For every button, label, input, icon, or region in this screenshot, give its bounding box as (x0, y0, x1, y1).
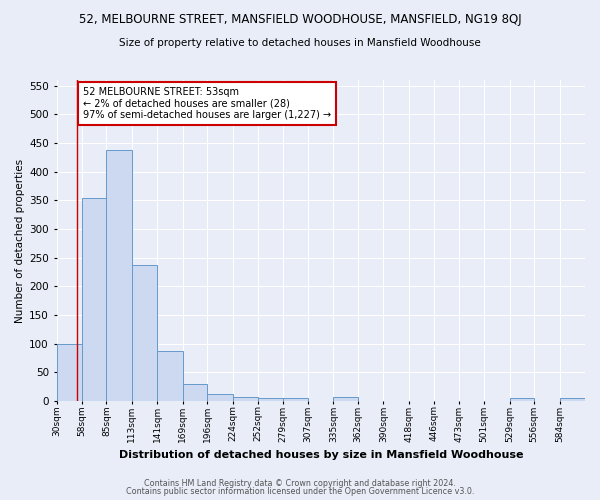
Text: 52, MELBOURNE STREET, MANSFIELD WOODHOUSE, MANSFIELD, NG19 8QJ: 52, MELBOURNE STREET, MANSFIELD WOODHOUS… (79, 12, 521, 26)
Y-axis label: Number of detached properties: Number of detached properties (15, 158, 25, 322)
Bar (283, 398, 308, 401)
Bar (106, 150, 132, 401)
Bar (183, 384, 207, 401)
Bar (157, 351, 183, 401)
Bar (258, 398, 283, 401)
Bar (207, 394, 233, 401)
X-axis label: Distribution of detached houses by size in Mansfield Woodhouse: Distribution of detached houses by size … (119, 450, 523, 460)
Bar (132, 264, 157, 401)
Bar (82, 198, 106, 401)
Text: Size of property relative to detached houses in Mansfield Woodhouse: Size of property relative to detached ho… (119, 38, 481, 48)
Bar (56, 344, 82, 401)
Bar (560, 398, 585, 401)
Text: Contains HM Land Registry data © Crown copyright and database right 2024.: Contains HM Land Registry data © Crown c… (144, 478, 456, 488)
Bar (334, 397, 358, 401)
Bar (509, 398, 534, 401)
Text: Contains public sector information licensed under the Open Government Licence v3: Contains public sector information licen… (126, 487, 474, 496)
Text: 52 MELBOURNE STREET: 53sqm
← 2% of detached houses are smaller (28)
97% of semi-: 52 MELBOURNE STREET: 53sqm ← 2% of detac… (83, 87, 331, 120)
Bar (233, 397, 258, 401)
